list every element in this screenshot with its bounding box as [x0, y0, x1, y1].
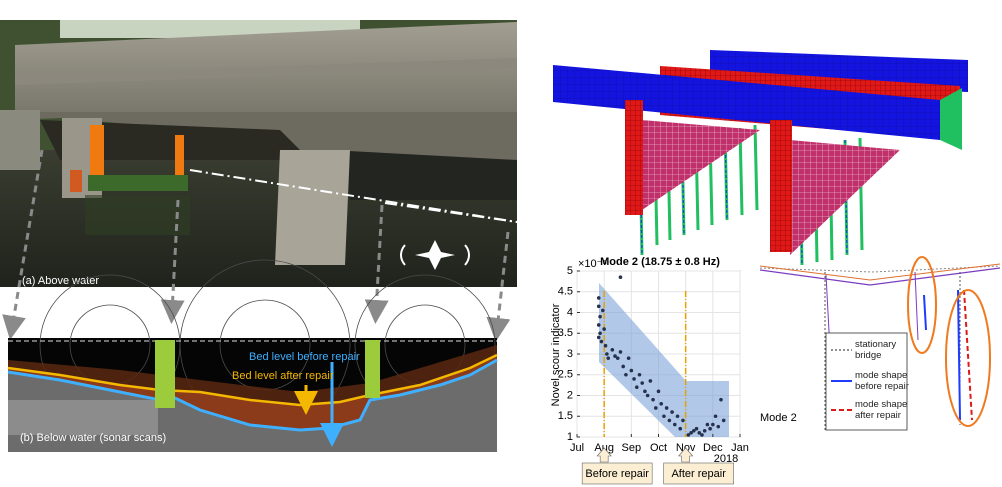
point — [697, 431, 702, 435]
point — [678, 426, 683, 431]
y-tick-label: 2.5 — [558, 369, 573, 381]
point — [599, 339, 604, 344]
repair-arrow — [678, 447, 694, 463]
y-tick-label: 3 — [567, 348, 573, 360]
legend-entry: stationary bridge — [855, 339, 897, 361]
sonar-scan: Bed level before repair Bed level after … — [7, 259, 498, 452]
panel-b-label: (b) Below water (sonar scans) — [20, 432, 166, 444]
point — [675, 414, 680, 419]
x-tick-label: Jul — [570, 442, 584, 454]
repair-box — [581, 462, 653, 485]
point — [621, 364, 625, 369]
point — [673, 422, 677, 427]
point — [689, 431, 693, 435]
point — [601, 308, 605, 313]
repair-arrow — [596, 447, 612, 463]
point — [598, 331, 602, 336]
point — [610, 348, 615, 352]
point — [624, 372, 628, 377]
repair-label: After repair — [671, 468, 726, 480]
point — [618, 350, 623, 354]
point — [615, 356, 620, 360]
point — [708, 426, 712, 431]
point — [626, 356, 631, 360]
point — [645, 393, 650, 398]
y-tick-label: 5 — [567, 265, 573, 277]
point — [640, 381, 644, 385]
point — [637, 372, 642, 377]
point — [596, 323, 601, 327]
chart-title: Mode 2 (18.75 ± 0.8 Hz) — [600, 256, 720, 268]
bed-after-label: Bed level after repair — [232, 370, 334, 382]
point — [596, 335, 601, 340]
point — [667, 418, 672, 423]
legend-entry: mode shape after repair — [855, 399, 908, 421]
year-label: 2018 — [714, 453, 738, 465]
fe-model — [553, 50, 968, 266]
point — [598, 314, 602, 319]
repair-box — [663, 462, 734, 485]
point — [664, 406, 669, 410]
point — [606, 356, 611, 360]
point — [681, 418, 685, 423]
point — [721, 418, 726, 423]
point — [694, 426, 699, 431]
point — [618, 275, 623, 280]
point — [653, 406, 658, 410]
point — [651, 397, 655, 402]
y-multiplier: ×10⁻⁶ — [578, 258, 607, 270]
y-tick-label: 4.5 — [558, 286, 573, 298]
point — [596, 296, 601, 300]
mode-shape-title: Mode 2 — [760, 412, 797, 424]
point — [659, 402, 664, 406]
point — [686, 433, 691, 437]
point — [648, 379, 653, 383]
point — [713, 414, 718, 419]
point — [662, 414, 666, 419]
y-tick-label: 1 — [567, 431, 573, 443]
bed-before-label: Bed level before repair — [249, 351, 360, 363]
point — [711, 422, 715, 427]
x-tick-label: Dec — [703, 442, 723, 454]
photo-above-water: (a) Above water — [0, 20, 518, 287]
mode-shape: Mode 2 — [759, 256, 1001, 431]
point — [613, 354, 617, 358]
y-tick-label: 2 — [567, 389, 573, 401]
point — [656, 389, 661, 394]
point — [634, 385, 639, 390]
point — [705, 422, 710, 427]
x-tick-label: Sep — [622, 442, 642, 454]
point — [692, 428, 696, 433]
y-axis-label: Novel scour indicator — [550, 303, 562, 406]
point — [702, 428, 707, 433]
point — [670, 410, 674, 414]
point — [643, 389, 647, 394]
point — [605, 352, 609, 356]
point — [629, 368, 634, 373]
point — [719, 397, 723, 402]
point — [603, 343, 608, 348]
point — [596, 304, 601, 309]
point — [716, 424, 721, 429]
y-tick-label: 1.5 — [558, 410, 573, 422]
repair-label: Before repair — [585, 468, 649, 480]
scatter-chart: 11.522.533.544.55JulAugSepOctNovDecJanBe… — [558, 265, 749, 485]
y-tick-label: 4 — [567, 306, 573, 318]
point — [602, 327, 606, 331]
x-tick-label: Jan — [731, 442, 749, 454]
point — [632, 377, 636, 381]
panel-a-label: (a) Above water — [22, 275, 99, 287]
y-tick-label: 3.5 — [558, 327, 573, 339]
confidence-band — [599, 283, 729, 437]
legend-entry: mode shape before repair — [855, 370, 909, 392]
point — [700, 433, 704, 437]
x-tick-label: Oct — [650, 442, 667, 454]
